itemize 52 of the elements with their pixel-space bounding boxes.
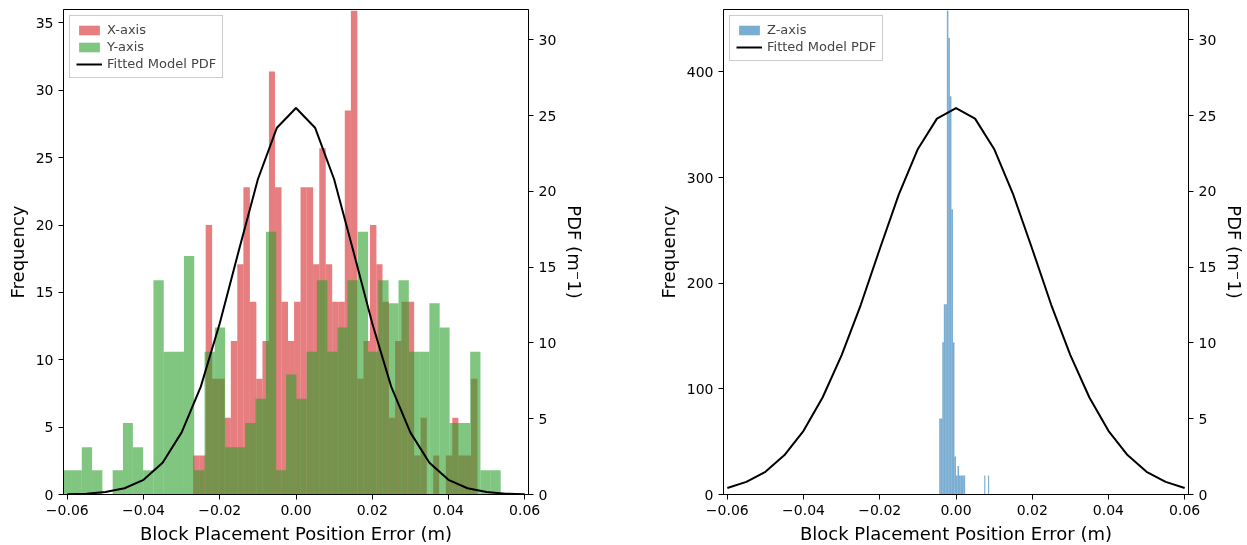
y2-tick-label: 5: [538, 410, 548, 427]
y2-axis-title: PDF (m⁻1): [1224, 205, 1246, 299]
y2-tick-label: 15: [538, 259, 557, 276]
legend-label: X-axis: [107, 22, 146, 37]
x-tick-label: −0.02: [198, 501, 242, 518]
y-tick-label: 400: [686, 63, 714, 80]
y2-tick-label: 0: [1198, 486, 1208, 503]
y2-tick-label: 10: [538, 334, 557, 351]
x-tick-label: 0.00: [940, 501, 972, 518]
y2-tick-label: 20: [538, 183, 557, 200]
y-tick-label: 200: [686, 275, 714, 292]
legend-label: Z-axis: [767, 22, 807, 37]
y-tick-label: 20: [35, 217, 54, 234]
y2-tick-label: 5: [1198, 410, 1208, 427]
y-tick-label: 300: [686, 169, 714, 186]
legend-label: Y-axis: [107, 39, 145, 54]
y-tick-label: 5: [44, 419, 54, 436]
x-tick-label: −0.06: [705, 501, 749, 518]
x-axis-title: Block Placement Position Error (m): [799, 522, 1113, 544]
y2-tick-label: 0: [538, 486, 548, 503]
x-tick-label: 0.00: [280, 501, 312, 518]
y2-tick-label: 15: [1198, 259, 1217, 276]
y2-tick-label: 10: [1198, 334, 1217, 351]
y2-axis-title: PDF (m⁻1): [564, 205, 586, 299]
legend-label: Fitted Model PDF: [767, 39, 877, 54]
legend-label: Fitted Model PDF: [107, 56, 217, 71]
x-tick-label: 0.06: [509, 501, 541, 518]
x-tick-label: −0.04: [122, 501, 166, 518]
y-tick-label: 25: [35, 149, 54, 166]
y-tick-label: 15: [35, 284, 54, 301]
x-tick-label: 0.02: [356, 501, 388, 518]
x-tick-label: 0.02: [1016, 501, 1048, 518]
x-tick-label: −0.04: [782, 501, 826, 518]
y2-tick-label: 30: [538, 31, 557, 48]
y-axis-title: Frequency: [6, 205, 28, 299]
y2-tick-label: 20: [1198, 183, 1217, 200]
y-tick-label: 35: [35, 14, 54, 31]
x-tick-label: 0.04: [432, 501, 465, 518]
y2-tick-label: 25: [538, 107, 557, 124]
x-tick-label: 0.06: [1169, 501, 1201, 518]
y-tick-label: 0: [44, 486, 54, 503]
y-tick-label: 30: [35, 82, 54, 99]
y2-tick-label: 30: [1198, 31, 1217, 48]
y-axis-title: Frequency: [657, 205, 679, 299]
y-tick-label: 0: [704, 486, 714, 503]
x-tick-label: −0.06: [45, 501, 89, 518]
x-axis-title: Block Placement Position Error (m): [139, 522, 453, 544]
x-tick-label: 0.04: [1092, 501, 1125, 518]
y-tick-label: 100: [686, 380, 714, 397]
y-tick-label: 10: [35, 351, 54, 368]
x-tick-label: −0.02: [858, 501, 902, 518]
y2-tick-label: 25: [1198, 107, 1217, 124]
